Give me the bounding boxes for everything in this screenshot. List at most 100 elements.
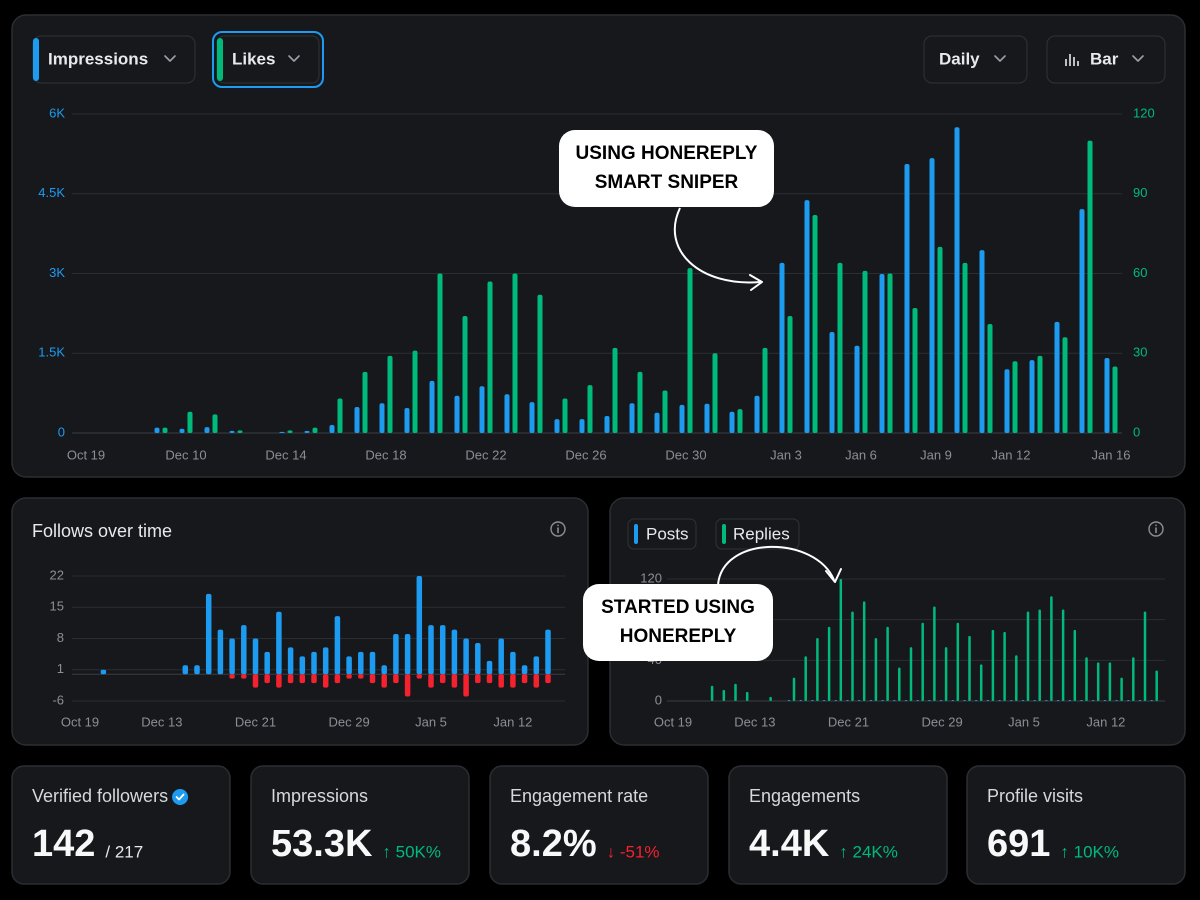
- bar: [504, 394, 510, 433]
- view-dropdown[interactable]: Bar: [1046, 35, 1166, 84]
- bar: [512, 273, 518, 433]
- stat-value: 4.4K: [749, 823, 830, 865]
- impressions-button[interactable]: Impressions: [32, 35, 196, 84]
- bar: [1104, 358, 1110, 433]
- bar: [358, 674, 364, 679]
- bar: [217, 629, 224, 675]
- bar: [1004, 369, 1010, 433]
- annotation-arrow: [673, 207, 761, 284]
- bar: [804, 656, 807, 701]
- bar: [928, 699, 931, 701]
- replies-legend[interactable]: Replies: [715, 518, 800, 550]
- annotation-arrow: [717, 545, 835, 586]
- bar: [416, 576, 423, 675]
- bar: [299, 674, 306, 684]
- bar: [745, 691, 749, 701]
- bar: [862, 270, 868, 433]
- bar: [904, 699, 908, 701]
- x-tick-label: Jan 5: [415, 714, 447, 729]
- bar: [979, 250, 985, 433]
- bar: [100, 669, 107, 675]
- y2-tick-label: 120: [1133, 105, 1155, 120]
- x-tick-label: Dec 26: [565, 447, 606, 462]
- stat-label: Profile visits: [987, 786, 1083, 806]
- bar: [1045, 699, 1048, 701]
- bar: [287, 430, 293, 433]
- bar: [954, 127, 960, 434]
- bar: [154, 427, 160, 433]
- x-tick-label: Dec 10: [165, 447, 206, 462]
- info-icon[interactable]: [1148, 521, 1164, 537]
- bar: [369, 674, 376, 684]
- bar: [933, 606, 936, 701]
- bar: [874, 637, 878, 701]
- bar: [604, 415, 610, 433]
- bar: [463, 638, 469, 675]
- stat-card: [250, 765, 470, 885]
- bar: [381, 674, 387, 688]
- bar: [510, 651, 516, 675]
- bar: [904, 163, 910, 433]
- focus-ring: [212, 31, 324, 88]
- bar: [787, 699, 791, 701]
- info-icon[interactable]: [550, 521, 566, 537]
- bar: [287, 674, 294, 684]
- bar: [956, 622, 960, 701]
- y-tick-label: 8: [57, 630, 64, 645]
- bar: [939, 699, 943, 701]
- bar: [712, 353, 718, 433]
- bar: [387, 355, 393, 433]
- x-tick-label: Dec 18: [365, 447, 406, 462]
- x-tick-label: Jan 6: [845, 447, 877, 462]
- bar: [381, 665, 387, 675]
- y-tick-label: 22: [50, 567, 64, 582]
- x-tick-label: Dec 21: [828, 714, 869, 729]
- bar: [1029, 360, 1035, 433]
- bar: [968, 635, 971, 701]
- interval-dropdown[interactable]: Daily: [923, 35, 1028, 84]
- bar: [429, 380, 435, 433]
- y-tick-label: 0: [58, 424, 65, 439]
- bar: [393, 674, 399, 684]
- bar: [521, 665, 528, 675]
- bar: [1050, 596, 1053, 701]
- bar: [279, 431, 285, 433]
- x-tick-label: Jan 12: [991, 447, 1030, 462]
- bar: [187, 411, 193, 433]
- bar: [428, 625, 434, 675]
- bar: [912, 308, 918, 433]
- bar: [587, 385, 593, 433]
- stat-card: [728, 765, 948, 885]
- bar: [311, 674, 317, 684]
- info-circle: [1148, 521, 1164, 537]
- bar: [369, 651, 376, 675]
- bar: [1003, 631, 1006, 701]
- y-tick-label: 1.5K: [38, 345, 65, 360]
- bar-icon: [1065, 54, 1079, 66]
- bar: [879, 274, 885, 433]
- bar: [412, 350, 418, 433]
- bar: [287, 647, 294, 675]
- bar: [334, 674, 341, 684]
- bar: [679, 404, 685, 433]
- dropdown-label: Daily: [939, 49, 980, 68]
- bar: [454, 395, 460, 433]
- legend-label: Posts: [646, 524, 689, 543]
- bar: [963, 699, 966, 701]
- bar: [822, 699, 826, 701]
- stat-change: ↑ 50K%: [382, 842, 441, 861]
- bar: [1062, 337, 1068, 433]
- likes-button[interactable]: Likes: [212, 31, 324, 88]
- panel-title: Follows over time: [32, 521, 172, 541]
- bar: [1132, 657, 1135, 701]
- annotation-box: [583, 584, 773, 661]
- x-tick-label: Dec 21: [235, 714, 276, 729]
- bar: [346, 674, 352, 679]
- bar: [929, 158, 935, 433]
- bar: [462, 316, 468, 433]
- stat-value: 8.2%: [510, 823, 597, 865]
- y2-tick-label: 90: [1133, 185, 1147, 200]
- annotation-arrowhead: [825, 568, 842, 583]
- posts-legend[interactable]: Posts: [627, 518, 697, 550]
- bar: [498, 674, 504, 688]
